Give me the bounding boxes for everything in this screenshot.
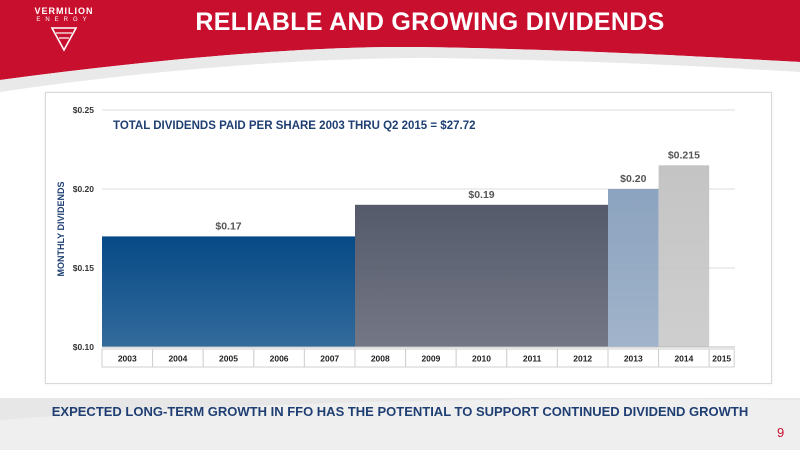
bar-layer bbox=[102, 165, 710, 347]
brand-logo: VERMILION ENERGY bbox=[14, 6, 114, 56]
x-tick-label: 2008 bbox=[371, 354, 390, 364]
bar-value-label: $0.20 bbox=[620, 173, 646, 185]
brand-sub: ENERGY bbox=[36, 17, 92, 23]
bar-value-label: $0.19 bbox=[468, 189, 494, 201]
y-tick-label: $0.10 bbox=[73, 342, 95, 352]
x-tick-label: 2009 bbox=[421, 354, 440, 364]
y-tick-label: $0.15 bbox=[73, 263, 95, 273]
x-tick-box bbox=[708, 348, 735, 368]
slide-title: RELIABLE AND GROWING DIVIDENDS bbox=[195, 8, 665, 36]
label-layer: $0.17 $0.19 $0.20 $0.215 bbox=[215, 149, 700, 232]
axis-layer: $0.10 $0.15 $0.20 $0.25 2003 2004 2005 2006 2007… bbox=[73, 105, 735, 368]
x-tick-label: 2014 bbox=[674, 354, 693, 364]
x-tick-label: 2010 bbox=[472, 354, 491, 364]
footer-message: EXPECTED LONG-TERM GROWTH IN FFO HAS THE… bbox=[51, 404, 749, 419]
x-tick-label: 2003 bbox=[118, 354, 137, 364]
bar-2003-2007 bbox=[102, 236, 355, 347]
y-tick-label: $0.20 bbox=[73, 184, 95, 194]
x-tick-label: 2004 bbox=[168, 354, 187, 364]
bar-2014 bbox=[658, 165, 710, 347]
page-number: 9 bbox=[777, 425, 785, 440]
bar-value-label: $0.17 bbox=[215, 220, 241, 232]
bar-2013 bbox=[608, 189, 659, 347]
bar-value-label: $0.215 bbox=[668, 149, 700, 161]
x-tick-label: 2005 bbox=[219, 354, 238, 364]
x-tick-label: 2006 bbox=[270, 354, 289, 364]
y-axis-label: MONTHLY DIVIDENDS bbox=[56, 181, 66, 276]
x-tick-label: 2011 bbox=[523, 354, 542, 364]
x-tick-label: 2013 bbox=[624, 354, 643, 364]
y-tick-label: $0.25 bbox=[73, 105, 95, 115]
x-tick-label: 2012 bbox=[573, 354, 592, 364]
x-tick-label: 2015 bbox=[712, 354, 731, 364]
brand-mark-icon bbox=[50, 27, 78, 52]
x-tick-label: 2007 bbox=[320, 354, 339, 364]
chart-title: TOTAL DIVIDENDS PAID PER SHARE 2003 THRU… bbox=[113, 120, 476, 132]
bar-2008-2012 bbox=[355, 204, 608, 347]
brand-name: VERMILION bbox=[34, 6, 94, 16]
